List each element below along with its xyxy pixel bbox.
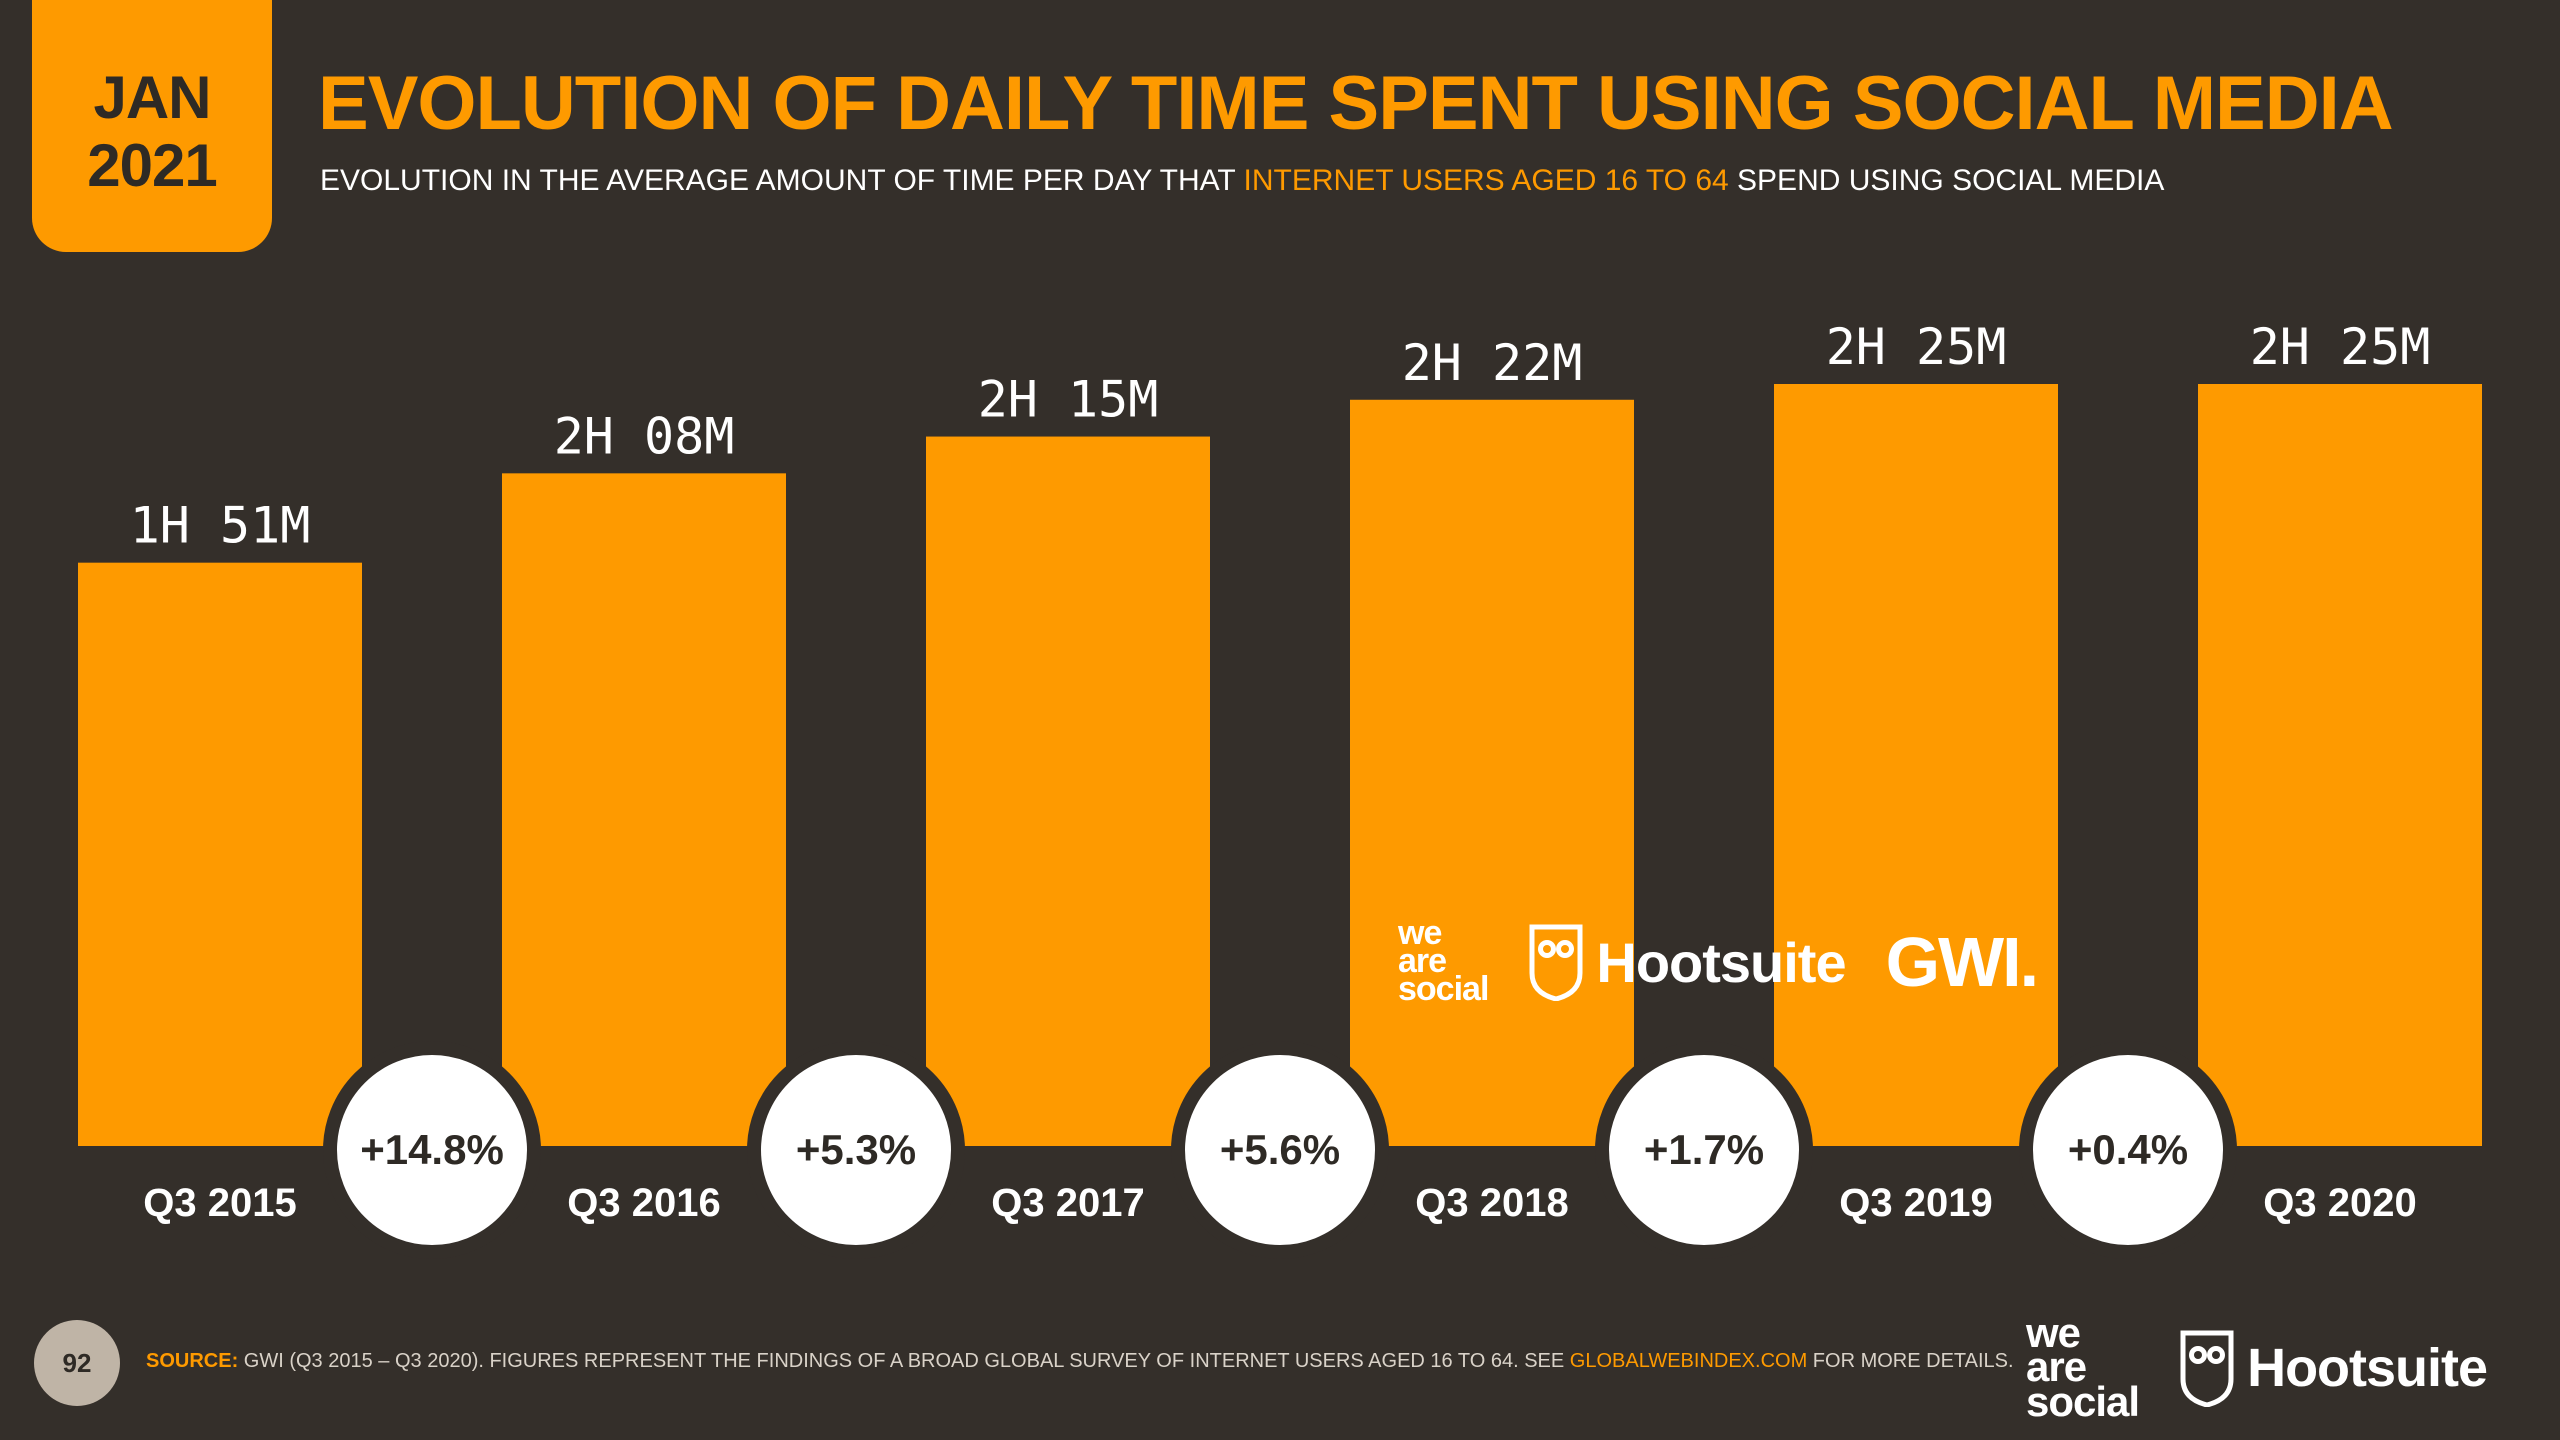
- bar-value-label: 2H 08M: [554, 407, 735, 465]
- bar-value-label: 2H 25M: [2250, 318, 2431, 376]
- change-label: +5.6%: [1220, 1126, 1340, 1173]
- owl-icon: [1529, 924, 1583, 1001]
- category-label: Q3 2019: [1839, 1181, 1992, 1225]
- subtitle-highlight: INTERNET USERS AGED 16 TO 64: [1243, 164, 1729, 197]
- bar-q3-2016: [502, 473, 786, 1147]
- change-label: +14.8%: [360, 1126, 504, 1173]
- bar-q3-2015: [78, 562, 362, 1146]
- bar-q3-2017: [926, 436, 1210, 1146]
- source-label: SOURCE:: [146, 1350, 239, 1372]
- hootsuite-footer-logo: Hootsuite: [2179, 1329, 2488, 1407]
- page-title: EVOLUTION OF DAILY TIME SPENT USING SOCI…: [318, 61, 2394, 146]
- source-end: FOR MORE DETAILS.: [1807, 1350, 2014, 1372]
- bar-q3-2018: [1350, 399, 1634, 1146]
- badge-year: 2021: [87, 132, 217, 199]
- owl-icon: [2180, 1330, 2234, 1407]
- badge-month: JAN: [93, 64, 211, 131]
- bar-value-label: 2H 15M: [978, 371, 1159, 429]
- bar-value-label: 2H 22M: [1402, 334, 1583, 392]
- change-circle: [747, 1041, 965, 1259]
- we-are-social-logo: we are social: [1398, 914, 1489, 1008]
- change-label: +1.7%: [1644, 1126, 1764, 1173]
- category-label: Q3 2017: [991, 1181, 1144, 1225]
- subtitle-part-1: EVOLUTION IN THE AVERAGE AMOUNT OF TIME …: [320, 164, 1244, 197]
- category-label: Q3 2015: [143, 1181, 296, 1225]
- bar-value-label: 1H 51M: [130, 497, 311, 555]
- change-label: +5.3%: [796, 1126, 916, 1173]
- source-text: GWI (Q3 2015 – Q3 2020). FIGURES REPRESE…: [238, 1350, 1570, 1372]
- change-circle: [1171, 1041, 1389, 1259]
- category-label: Q3 2016: [567, 1181, 720, 1225]
- brand-logos-footer: we are social Hootsuite: [2026, 1309, 2488, 1425]
- gwi-logo: GWI.: [1885, 923, 2039, 1001]
- bar-q3-2020: [2198, 384, 2482, 1146]
- category-label: Q3 2020: [2263, 1181, 2416, 1225]
- change-circle: [2019, 1041, 2237, 1259]
- we-are-social-footer-logo: we are social: [2026, 1309, 2140, 1425]
- category-label: Q3 2018: [1415, 1181, 1568, 1225]
- hootsuite-logo: Hootsuite: [1528, 923, 1847, 1001]
- change-label: +0.4%: [2068, 1126, 2188, 1173]
- source-link[interactable]: GLOBALWEBINDEX.COM: [1569, 1350, 1808, 1372]
- bar-value-label: 2H 25M: [1826, 318, 2007, 376]
- change-circle: [323, 1041, 541, 1259]
- date-badge: JAN 2021: [32, 0, 272, 252]
- brand-logos-inline: we are social Hootsuite GWI.: [1398, 912, 2039, 1012]
- page-subtitle: EVOLUTION IN THE AVERAGE AMOUNT OF TIME …: [320, 164, 2164, 198]
- subtitle-part-2: SPEND USING SOCIAL MEDIA: [1728, 164, 2165, 197]
- bar-q3-2019: [1774, 384, 2058, 1146]
- source-note: SOURCE: GWI (Q3 2015 – Q3 2020). FIGURES…: [146, 1350, 2014, 1373]
- change-circle: [1595, 1041, 1813, 1259]
- page-number: 92: [34, 1320, 120, 1406]
